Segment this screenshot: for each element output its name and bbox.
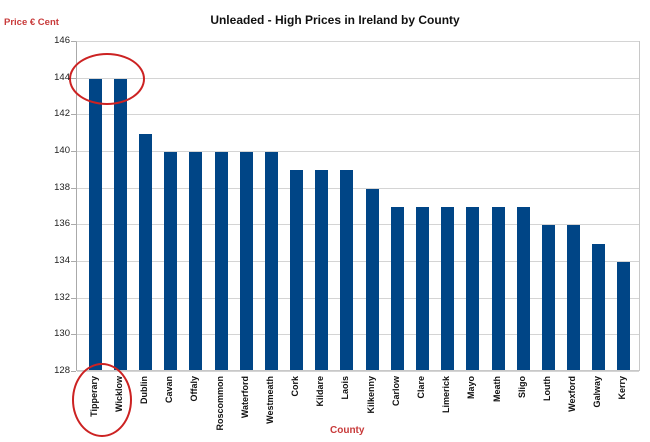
gridline bbox=[77, 334, 639, 336]
plot-area bbox=[76, 41, 640, 372]
bar-wicklow bbox=[113, 78, 127, 370]
gridline bbox=[77, 41, 639, 42]
y-axis-label: Price € Cent bbox=[4, 17, 59, 28]
bar-carlow bbox=[390, 206, 404, 370]
y-tick-label: 136 bbox=[54, 218, 70, 230]
chart-title: Unleaded - High Prices in Ireland by Cou… bbox=[210, 13, 460, 27]
bar-louth bbox=[541, 225, 555, 370]
y-tick-mark bbox=[71, 224, 76, 226]
x-tick-label: Cork bbox=[290, 376, 301, 397]
x-tick-label: Roscommon bbox=[214, 376, 225, 431]
gridline bbox=[77, 187, 639, 189]
y-tick-label: 140 bbox=[54, 145, 70, 156]
y-tick-mark bbox=[71, 151, 76, 152]
y-tick-label: 130 bbox=[54, 328, 70, 340]
x-tick-label: Kildare bbox=[315, 376, 326, 407]
bar-tipperary bbox=[88, 78, 102, 370]
bar-mayo bbox=[466, 206, 480, 370]
y-tick-mark bbox=[71, 297, 76, 299]
bar-roscommon bbox=[214, 151, 228, 370]
x-tick-label: Westmeath bbox=[264, 376, 275, 424]
bar-kildare bbox=[315, 170, 329, 370]
x-tick-label: Kilkenny bbox=[365, 376, 376, 414]
y-tick-mark bbox=[71, 371, 76, 372]
y-tick-label: 142 bbox=[54, 108, 70, 120]
x-tick-label: Louth bbox=[541, 376, 552, 401]
y-tick-mark bbox=[71, 187, 76, 189]
bar-galway bbox=[592, 243, 606, 370]
x-tick-label: Meath bbox=[491, 376, 502, 403]
x-tick-label: Kerry bbox=[617, 376, 628, 400]
x-tick-label: Galway bbox=[592, 376, 603, 408]
y-tick-label: 144 bbox=[54, 71, 70, 83]
bar-meath bbox=[491, 206, 505, 370]
highlight-circle-bottom bbox=[72, 363, 132, 437]
y-tick-mark bbox=[71, 77, 76, 79]
bar-limerick bbox=[441, 206, 455, 370]
y-tick-mark bbox=[71, 334, 76, 336]
gridline bbox=[77, 261, 639, 262]
gridline bbox=[77, 371, 639, 372]
bar-sligo bbox=[516, 206, 530, 370]
gridline bbox=[77, 114, 639, 116]
x-tick-label: Clare bbox=[415, 376, 426, 399]
bar-cork bbox=[290, 170, 304, 370]
bar-dublin bbox=[138, 133, 152, 370]
x-tick-label: Cavan bbox=[164, 376, 175, 404]
y-tick-mark bbox=[71, 114, 76, 116]
bar-clare bbox=[415, 206, 429, 370]
highlight-circle-top bbox=[69, 53, 145, 105]
bar-kerry bbox=[617, 261, 631, 370]
gridline bbox=[77, 297, 639, 299]
bar-wexford bbox=[567, 225, 581, 370]
bar-laois bbox=[340, 170, 354, 370]
x-tick-label: Wexford bbox=[567, 376, 578, 412]
y-tick-label: 138 bbox=[54, 181, 70, 193]
x-tick-label: Limerick bbox=[441, 376, 452, 414]
x-tick-label: Offaly bbox=[189, 376, 200, 402]
y-tick-label: 134 bbox=[54, 255, 70, 266]
x-tick-label: Laois bbox=[340, 376, 351, 400]
bar-kilkenny bbox=[365, 188, 379, 370]
y-tick-label: 128 bbox=[54, 365, 70, 376]
gridline bbox=[77, 77, 639, 79]
y-tick-label: 132 bbox=[54, 291, 70, 303]
x-tick-label: Sligo bbox=[516, 376, 527, 398]
gridline bbox=[77, 151, 639, 152]
x-tick-label: Mayo bbox=[466, 376, 477, 400]
bar-waterford bbox=[239, 151, 253, 370]
x-tick-label: Dublin bbox=[138, 376, 149, 404]
gridline bbox=[77, 224, 639, 226]
y-tick-mark bbox=[71, 261, 76, 262]
bar-cavan bbox=[164, 151, 178, 370]
bar-westmeath bbox=[264, 151, 278, 370]
y-tick-mark bbox=[71, 41, 76, 42]
x-tick-label: Carlow bbox=[390, 376, 401, 407]
y-tick-label: 146 bbox=[54, 35, 70, 46]
bar-offaly bbox=[189, 151, 203, 370]
x-axis-label: County bbox=[330, 425, 365, 436]
x-tick-label: Waterford bbox=[239, 376, 250, 419]
